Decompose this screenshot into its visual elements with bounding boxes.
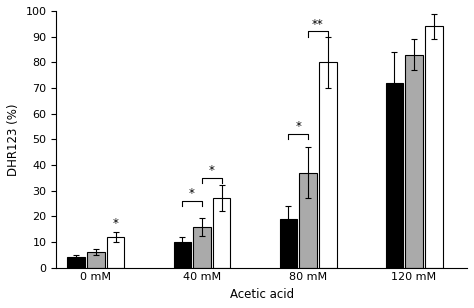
Bar bbox=[213, 198, 230, 268]
Text: *: * bbox=[209, 164, 215, 177]
Bar bbox=[300, 173, 317, 268]
Bar bbox=[385, 83, 403, 268]
Text: **: ** bbox=[312, 18, 324, 31]
Bar bbox=[67, 257, 85, 268]
Bar bbox=[193, 227, 210, 268]
Y-axis label: DHR123 (%): DHR123 (%) bbox=[7, 103, 20, 176]
X-axis label: Acetic acid: Acetic acid bbox=[229, 288, 294, 301]
Text: *: * bbox=[189, 187, 195, 200]
Text: *: * bbox=[295, 120, 301, 133]
Bar bbox=[405, 55, 423, 268]
Bar bbox=[425, 26, 443, 268]
Bar bbox=[173, 242, 191, 268]
Text: *: * bbox=[113, 217, 119, 230]
Bar bbox=[280, 219, 297, 268]
Bar bbox=[107, 237, 125, 268]
Bar bbox=[319, 62, 337, 268]
Bar bbox=[87, 252, 105, 268]
